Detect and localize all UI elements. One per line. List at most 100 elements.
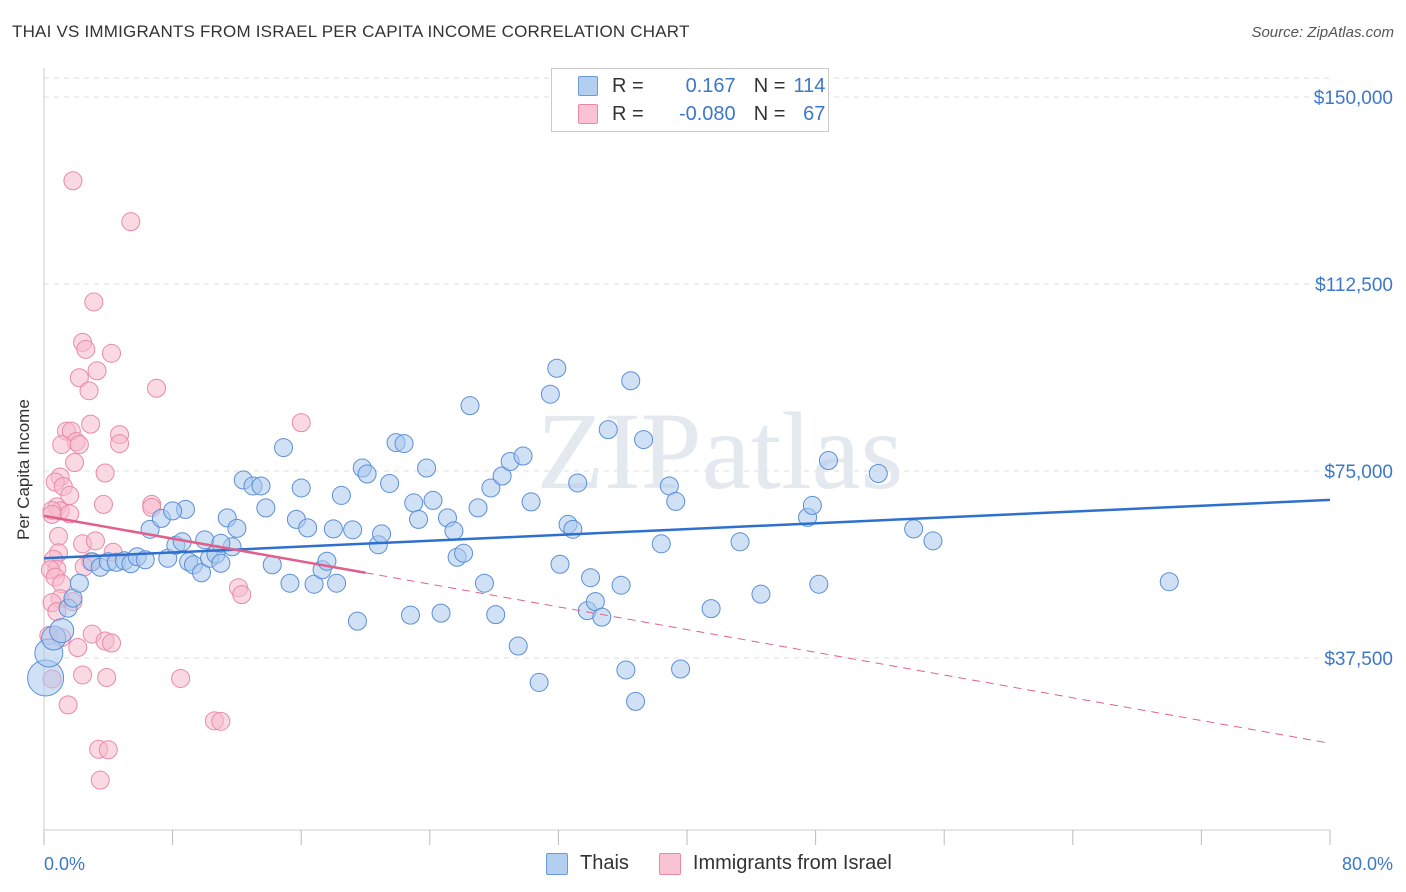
thais-point — [394, 434, 414, 454]
thais-point — [540, 384, 560, 404]
thais-point — [521, 492, 541, 512]
legend-n-value: 67 — [803, 102, 826, 125]
israel-point — [81, 414, 101, 434]
thais-point — [550, 554, 570, 574]
israel-trendline — [43, 514, 366, 574]
thais-point — [423, 490, 443, 510]
thais-point — [568, 473, 588, 493]
y-tick-label: $75,000 — [1324, 462, 1393, 483]
israel-point — [73, 665, 93, 685]
legend-n-label: N = — [753, 102, 786, 125]
legend-row-israel: R = -0.080 N = 67 — [552, 101, 825, 127]
israel-point — [93, 494, 113, 514]
grid-lines — [44, 77, 1330, 659]
legend-r-value: -0.080 — [678, 102, 736, 125]
israel-label: Immigrants from Israel — [692, 852, 892, 874]
trendlines — [43, 498, 1331, 744]
israel-point — [87, 361, 107, 381]
thais-point — [818, 451, 838, 471]
israel-point — [63, 171, 83, 191]
israel-point — [42, 504, 62, 524]
thais-point — [616, 660, 636, 680]
series-legend-thais: Thais — [546, 852, 629, 875]
thais-point — [1159, 572, 1179, 592]
thais-point — [751, 584, 771, 604]
israel-point — [76, 339, 96, 359]
thais-point — [454, 543, 474, 563]
stats-legend: R = 0.167 N = 114 R = -0.080 N = 67 — [551, 68, 829, 132]
thais-point — [323, 519, 343, 539]
series-legend-israel: Immigrants from Israel — [658, 852, 892, 875]
israel-point — [121, 212, 141, 232]
israel-swatch — [658, 852, 681, 875]
thais-trendline — [43, 498, 1331, 560]
thais-point — [49, 618, 75, 644]
thais-point — [69, 573, 89, 593]
thais-point — [404, 493, 424, 513]
legend-n-label: N = — [753, 74, 786, 97]
israel-point — [58, 695, 78, 715]
legend-r-value: 0.167 — [685, 74, 736, 97]
thais-point — [460, 396, 480, 416]
israel-point — [98, 740, 118, 760]
israel-point — [211, 711, 231, 731]
thais-point — [581, 568, 601, 588]
israel-point — [69, 435, 89, 455]
thais-point — [666, 491, 686, 511]
series-legend: Thais Immigrants from Israel — [546, 852, 922, 875]
thais-point — [592, 607, 612, 627]
thais-point — [468, 498, 488, 518]
thais-label: Thais — [580, 852, 629, 874]
thais-point — [163, 501, 183, 521]
thais-point — [291, 478, 311, 498]
israel-point — [95, 463, 115, 483]
thais-point — [508, 636, 528, 656]
legend-swatch-blue — [578, 76, 598, 96]
legend-r-label: R = — [612, 74, 644, 97]
legend-n-value: 114 — [793, 74, 826, 97]
thais-point — [417, 458, 437, 478]
thais-point — [621, 371, 641, 391]
israel-point — [68, 638, 88, 658]
israel-point — [171, 668, 191, 688]
legend-row-thais: R = 0.167 N = 114 — [552, 73, 825, 99]
israel-point — [102, 343, 122, 363]
thais-point — [135, 550, 155, 570]
thais-point — [251, 476, 271, 496]
thais-point — [626, 691, 646, 711]
thais-point — [474, 573, 494, 593]
thais-point — [192, 563, 212, 583]
thais-point — [227, 518, 247, 538]
israel-point — [79, 381, 99, 401]
thais-swatch — [546, 852, 568, 875]
thais-point — [357, 464, 377, 484]
thais-point — [327, 573, 347, 593]
israel-point — [48, 526, 68, 546]
israel-point — [291, 413, 311, 433]
chart-title: THAI VS IMMIGRANTS FROM ISRAEL PER CAPIT… — [12, 22, 690, 41]
thais-point — [598, 420, 618, 440]
thais-point — [211, 553, 231, 573]
israel-point — [52, 435, 72, 455]
source-label: Source: ZipAtlas.com — [1251, 24, 1394, 41]
y-tick-label: $37,500 — [1324, 649, 1393, 670]
x-tick-max: 80.0% — [1342, 854, 1393, 874]
israel-point — [84, 292, 104, 312]
thais-point — [256, 498, 276, 518]
axes — [43, 68, 1331, 845]
thais-point — [529, 672, 549, 692]
israel-point — [232, 585, 252, 605]
israel-trendline-extension — [365, 572, 1331, 744]
y-tick-labels: $37,500 $75,000 $112,500 $150,000 — [1314, 88, 1393, 670]
israel-point — [97, 667, 117, 687]
thais-point — [486, 605, 506, 625]
thais-point — [730, 532, 750, 552]
thais-point — [298, 518, 318, 538]
thais-point — [611, 575, 631, 595]
thais-point — [304, 574, 324, 594]
y-tick-label: $112,500 — [1315, 275, 1393, 296]
thais-point — [904, 519, 924, 539]
thais-point — [409, 509, 429, 529]
israel-point — [102, 633, 122, 653]
